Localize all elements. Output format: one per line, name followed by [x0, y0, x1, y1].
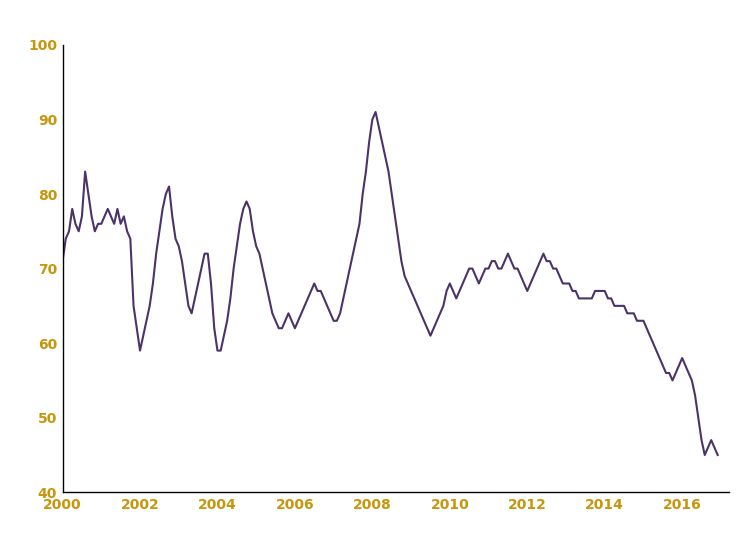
Text: Level: Level: [15, 14, 60, 29]
Text: Average Stocks Per Surveyor (Branch): Average Stocks Per Surveyor (Branch): [188, 13, 548, 31]
